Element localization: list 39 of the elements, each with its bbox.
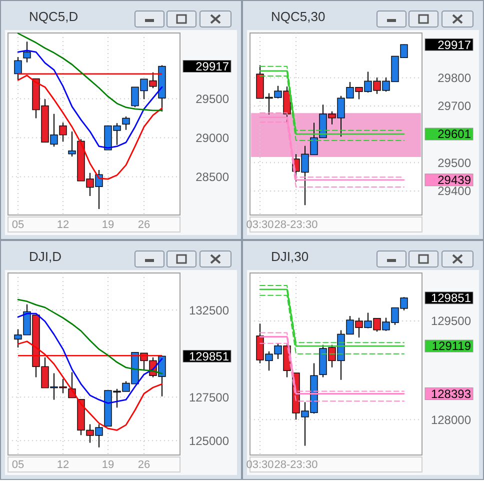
candlestick bbox=[122, 116, 130, 130]
chart-title: DJI,30 bbox=[271, 249, 309, 264]
text: 29601 bbox=[438, 127, 472, 142]
candlestick bbox=[23, 41, 31, 63]
y-tick-label: 128000 bbox=[430, 412, 472, 427]
x-tick-label: 12 bbox=[56, 459, 70, 471]
y-tick-label: 129500 bbox=[430, 314, 472, 328]
x-tick-label: 03:30 bbox=[246, 459, 274, 471]
text: 129851 bbox=[430, 291, 472, 306]
x-tick-label: 28-23:30 bbox=[274, 459, 318, 471]
line-series bbox=[17, 340, 163, 431]
text: 29917 bbox=[438, 38, 472, 52]
line-series bbox=[17, 32, 163, 112]
x-tick-label: 12 bbox=[56, 219, 70, 231]
chart-title: NQC5,D bbox=[29, 9, 78, 24]
chart-title: DJI,D bbox=[29, 249, 62, 264]
x-tick-label: 19 bbox=[102, 219, 114, 231]
chart-title: NQC5,30 bbox=[271, 9, 326, 24]
text: 128393 bbox=[430, 386, 472, 401]
x-tick-label: 03:30 bbox=[246, 219, 274, 231]
y-tick-label: 29700 bbox=[438, 99, 472, 114]
x-tick-label: 19 bbox=[102, 459, 114, 471]
x-tick-label: 26 bbox=[138, 459, 150, 471]
x-tick-label: 26 bbox=[138, 219, 150, 231]
text: 129851 bbox=[188, 349, 230, 364]
candlestick bbox=[14, 56, 22, 80]
text: 29917 bbox=[196, 59, 230, 74]
y-tick-label: 29000 bbox=[196, 130, 230, 145]
x-tick-label: 05 bbox=[12, 459, 24, 471]
x-tick-label: 05 bbox=[12, 219, 24, 231]
y-tick-label: 127500 bbox=[188, 390, 230, 404]
y-tick-label: 29500 bbox=[196, 92, 230, 106]
text: 129119 bbox=[432, 339, 472, 354]
y-tick-label: 29800 bbox=[438, 70, 472, 85]
y-tick-label: 28500 bbox=[196, 170, 230, 184]
y-tick-label: 125000 bbox=[188, 434, 230, 448]
y-tick-label: 29500 bbox=[438, 156, 472, 170]
y-tick-label: 132500 bbox=[188, 303, 230, 318]
x-tick-label: 28-23:30 bbox=[274, 219, 318, 231]
